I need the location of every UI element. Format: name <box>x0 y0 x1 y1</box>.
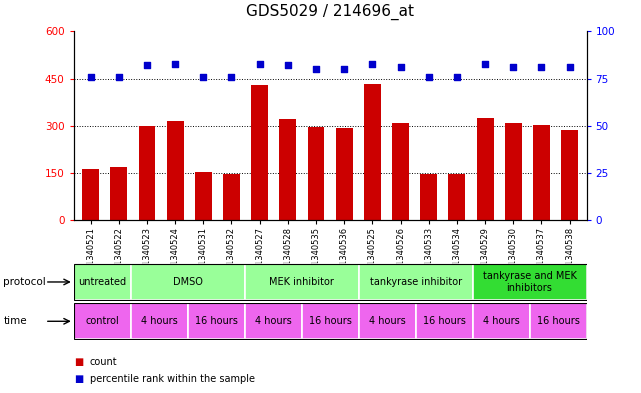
Point <box>170 61 180 67</box>
Bar <box>336 128 353 220</box>
Point <box>480 61 490 67</box>
Bar <box>167 121 183 220</box>
Text: count: count <box>90 356 117 367</box>
Bar <box>392 123 409 220</box>
Bar <box>420 174 437 220</box>
Bar <box>110 167 128 220</box>
Text: MEK inhibitor: MEK inhibitor <box>269 277 334 287</box>
Text: 4 hours: 4 hours <box>369 316 406 326</box>
Text: DMSO: DMSO <box>172 277 203 287</box>
Text: GDS5029 / 214696_at: GDS5029 / 214696_at <box>246 4 414 20</box>
Text: tankyrase inhibitor: tankyrase inhibitor <box>369 277 462 287</box>
Bar <box>195 172 212 220</box>
Bar <box>477 118 494 220</box>
Bar <box>358 303 415 339</box>
Bar <box>279 119 296 220</box>
Point <box>226 73 237 80</box>
Bar <box>529 303 587 339</box>
Bar <box>364 84 381 220</box>
Point <box>311 66 321 72</box>
Bar <box>223 174 240 220</box>
Bar <box>131 264 245 300</box>
Text: ■: ■ <box>74 356 83 367</box>
Point <box>424 73 434 80</box>
Bar <box>505 123 522 220</box>
Text: protocol: protocol <box>3 277 46 287</box>
Bar <box>245 303 302 339</box>
Bar <box>472 264 587 300</box>
Text: time: time <box>3 316 27 326</box>
Point <box>339 66 349 72</box>
Text: tankyrase and MEK
inhibitors: tankyrase and MEK inhibitors <box>483 271 576 293</box>
Point <box>85 73 96 80</box>
Bar <box>533 125 550 220</box>
Point <box>254 61 265 67</box>
Bar <box>308 127 324 220</box>
Point <box>142 62 152 68</box>
Point <box>367 61 378 67</box>
Point <box>565 64 575 70</box>
Text: 16 hours: 16 hours <box>537 316 579 326</box>
Text: percentile rank within the sample: percentile rank within the sample <box>90 374 254 384</box>
Text: untreated: untreated <box>78 277 126 287</box>
Bar <box>302 303 358 339</box>
Text: 16 hours: 16 hours <box>195 316 238 326</box>
Text: 4 hours: 4 hours <box>141 316 178 326</box>
Bar <box>561 130 578 220</box>
Bar <box>74 303 131 339</box>
Bar <box>74 264 131 300</box>
Bar <box>188 303 245 339</box>
Point <box>452 73 462 80</box>
Bar <box>131 303 188 339</box>
Bar <box>472 303 529 339</box>
Bar <box>415 303 472 339</box>
Bar <box>82 169 99 220</box>
Text: control: control <box>85 316 119 326</box>
Point <box>537 64 547 70</box>
Point <box>508 64 519 70</box>
Bar <box>138 127 155 220</box>
Point <box>198 73 208 80</box>
Bar <box>358 264 472 300</box>
Point <box>395 64 406 70</box>
Point <box>283 62 293 68</box>
Text: 4 hours: 4 hours <box>254 316 292 326</box>
Bar <box>449 174 465 220</box>
Bar <box>251 85 268 220</box>
Bar <box>245 264 358 300</box>
Text: 16 hours: 16 hours <box>309 316 351 326</box>
Point <box>113 73 124 80</box>
Text: ■: ■ <box>74 374 83 384</box>
Text: 4 hours: 4 hours <box>483 316 519 326</box>
Text: 16 hours: 16 hours <box>422 316 465 326</box>
